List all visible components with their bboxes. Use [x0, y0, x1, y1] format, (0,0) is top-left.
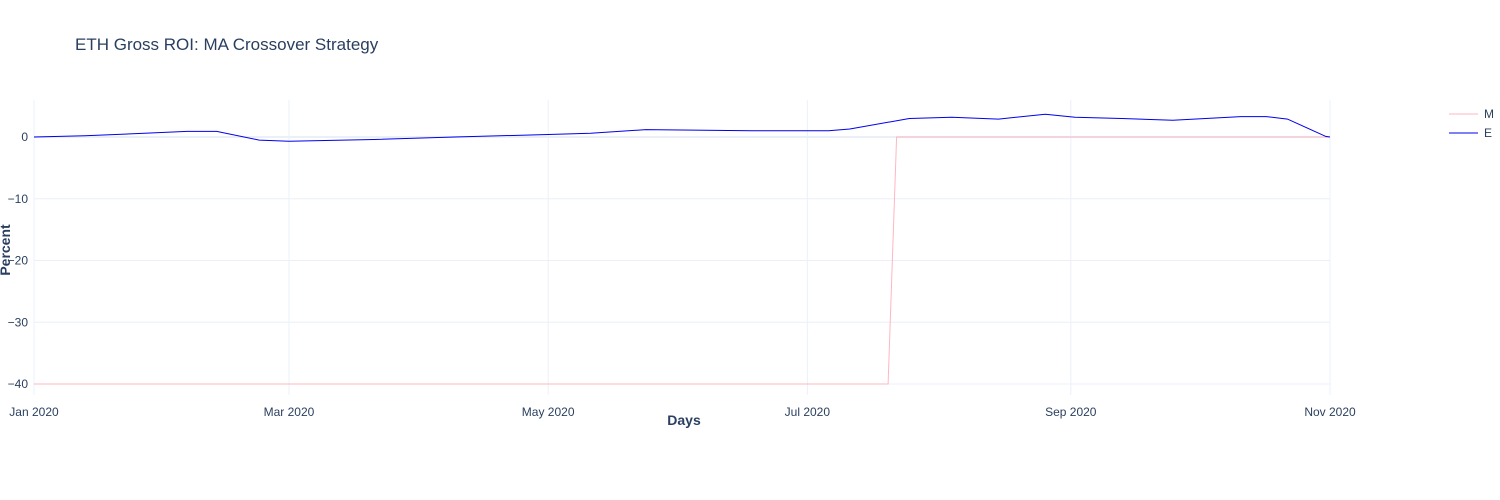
x-tick-label: Jul 2020 [785, 405, 831, 419]
y-tick-label: −40 [8, 377, 29, 391]
x-tick-label: May 2020 [522, 405, 575, 419]
legend-label: E [1484, 126, 1492, 140]
y-tick-label: 0 [21, 130, 28, 144]
y-tick-label: −10 [8, 192, 29, 206]
y-tick-label: −20 [8, 254, 29, 268]
x-axis-title: Days [667, 412, 701, 428]
legend: ME [1449, 107, 1494, 140]
x-tick-label: Jan 2020 [9, 405, 59, 419]
x-tick-label: Mar 2020 [264, 405, 315, 419]
y-axis-title: Percent [0, 224, 13, 276]
x-tick-label: Nov 2020 [1304, 405, 1356, 419]
series-layer [33, 113, 1331, 385]
series-line-1 [34, 136, 1330, 385]
chart-title: ETH Gross ROI: MA Crossover Strategy [75, 35, 379, 54]
legend-label: M [1484, 107, 1494, 121]
y-gridlines [34, 136, 1330, 385]
y-tick-label: −30 [8, 315, 29, 329]
x-tick-labels: Jan 2020 Mar 2020 May 2020 Jul 2020 Sep 2020… [9, 405, 1356, 419]
x-gridlines [33, 100, 1331, 395]
series-line-2 [33, 113, 1331, 142]
x-tick-label: Sep 2020 [1045, 405, 1097, 419]
y-tick-labels: 0 −10 −20 −30 −40 [8, 130, 29, 391]
